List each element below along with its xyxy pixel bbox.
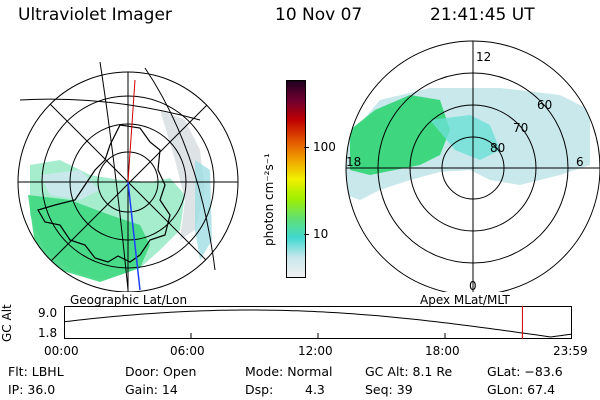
mlat-label-80: 80 [490, 141, 505, 155]
aurora-oval-bright [350, 95, 450, 175]
grid-curve [144, 67, 216, 271]
dsp-value: 4.3 [305, 382, 325, 397]
mlt-label-0: 0 [469, 279, 477, 292]
filter-value: Flt: LBHL [8, 364, 64, 379]
emission-core [28, 195, 150, 282]
mode-value: Mode: Normal [245, 364, 333, 379]
coastline [37, 124, 171, 263]
timeline-ylabel: GC Alt [0, 304, 14, 342]
mlt-label-6: 6 [576, 155, 584, 169]
grid-curve [19, 98, 201, 121]
gc-alt-value: GC Alt: 8.1 Re [365, 364, 453, 379]
header-time: 21:41:45 UT [430, 5, 535, 25]
colorbar-tick [304, 234, 309, 235]
geographic-map [17, 61, 239, 292]
mlt-label-18: 18 [346, 155, 361, 169]
dsp-label: Dsp: [245, 382, 274, 397]
colorbar-tick [304, 147, 309, 148]
left-panel-label: Geographic Lat/Lon [70, 293, 188, 307]
colorbar [286, 80, 306, 278]
colorbar-unit-label: photon cm⁻²s⁻¹ [262, 153, 276, 246]
sun-direction-line [127, 181, 141, 291]
timeline-ytick-top: 9.0 [38, 306, 58, 320]
door-status: Door: Open [125, 364, 197, 379]
colorbar-gradient [287, 81, 305, 277]
terminator-line [127, 79, 136, 183]
glat-value: GLat: −83.6 [487, 364, 563, 379]
timeline-xtick: 12:00 [298, 344, 333, 358]
map-border [17, 71, 239, 292]
colorbar-tick-label: 100 [313, 140, 336, 154]
seq-value: Seq: 39 [365, 382, 413, 397]
emission-edge [195, 160, 212, 260]
gain-value: Gain: 14 [125, 382, 178, 397]
timeline-ytick-bottom: 1.8 [38, 326, 58, 340]
right-panel-label: Apex MLat/MLT [420, 293, 510, 307]
ip-value: IP: 36.0 [8, 382, 56, 397]
header-date: 10 Nov 07 [275, 5, 363, 25]
orbit-timeline [64, 306, 572, 339]
timeline-xtick: 00:00 [44, 344, 79, 358]
colorbar-tick-label: 10 [313, 227, 329, 241]
meridian [49, 101, 211, 263]
timeline-xtick: 06:00 [170, 344, 205, 358]
aurora-oval-core [430, 115, 500, 160]
mlat-label-70: 70 [513, 121, 528, 135]
app-title: Ultraviolet Imager [18, 5, 172, 25]
timeline-xtick: 18:00 [425, 344, 460, 358]
emission-dayside [160, 110, 205, 240]
mlat-label-60: 60 [537, 98, 552, 112]
grid-curve [99, 61, 129, 291]
timeline-xtick: 23:59 [553, 344, 588, 358]
mlt-label-12: 12 [476, 50, 491, 64]
glon-value: GLon: 67.4 [487, 382, 556, 397]
orbit-altitude-curve [64, 309, 572, 338]
magnetic-polar-plot: 12 18 6 0 60 70 80 [345, 40, 600, 292]
meridian [49, 103, 211, 265]
